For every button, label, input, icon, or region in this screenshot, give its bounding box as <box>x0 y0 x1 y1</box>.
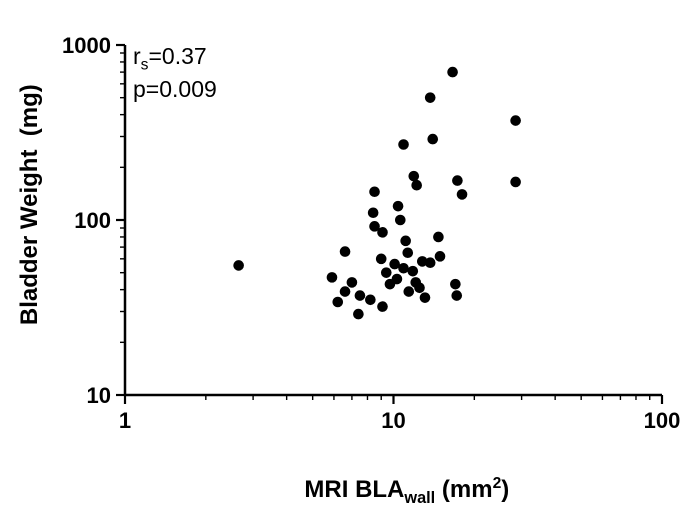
data-point <box>233 260 244 271</box>
data-point <box>427 133 439 145</box>
r-label: r <box>133 43 141 69</box>
data-point <box>451 290 463 301</box>
spearman-r-value: rs=0.37 <box>133 40 217 73</box>
data-point <box>424 257 436 269</box>
data-point <box>433 231 444 243</box>
data-point <box>400 235 411 247</box>
data-point <box>367 207 379 219</box>
data-point <box>411 179 422 191</box>
data-point <box>389 258 400 270</box>
data-point <box>369 186 380 198</box>
data-point <box>416 256 428 267</box>
x-tick-label: 1 <box>119 408 131 433</box>
data-point <box>369 221 380 232</box>
x-axis-label-main: MRI BLA <box>304 476 405 503</box>
y-tick-label: 10 <box>87 383 111 408</box>
data-point <box>456 189 468 200</box>
x-tick-label: 100 <box>644 408 681 433</box>
data-point <box>424 92 436 103</box>
x-axis-label-subscript: wall <box>404 488 436 506</box>
y-tick-label: 1000 <box>62 33 111 58</box>
data-point <box>398 262 409 274</box>
data-point <box>339 246 351 257</box>
data-point <box>375 253 387 265</box>
data-point <box>410 277 422 288</box>
data-point <box>398 139 409 150</box>
data-point <box>377 227 388 238</box>
data-point <box>380 267 392 278</box>
data-point <box>450 278 461 290</box>
data-point <box>407 265 419 277</box>
data-point <box>353 308 364 320</box>
r-subscript: s <box>140 56 149 74</box>
data-point <box>434 251 446 262</box>
y-axis-label: Bladder Weight (mg) <box>0 84 72 352</box>
stats-annotation: rs=0.37 p=0.009 <box>133 40 217 107</box>
data-point <box>447 66 458 78</box>
data-point <box>408 170 420 182</box>
data-point <box>332 296 344 308</box>
x-axis-label-unit-open: (mm <box>435 476 493 503</box>
x-axis-label: MRI BLAwall (mm2) <box>125 448 662 506</box>
data-point <box>392 200 404 212</box>
data-point <box>346 277 358 288</box>
data-point <box>377 301 388 312</box>
data-point <box>419 292 431 303</box>
data-point <box>394 214 406 226</box>
x-axis-label-superscript: 2 <box>492 475 502 492</box>
data-point <box>510 115 521 126</box>
y-axis-label-text: Bladder Weight (mg) <box>16 84 43 326</box>
data-point <box>354 290 366 301</box>
data-point <box>365 294 376 306</box>
data-point <box>403 286 415 297</box>
x-axis-label-unit-close: ) <box>501 476 510 503</box>
data-point <box>326 272 338 283</box>
x-tick-label: 10 <box>381 408 405 433</box>
r-number: =0.37 <box>148 43 207 69</box>
data-point <box>510 176 521 188</box>
data-point <box>339 286 351 297</box>
data-point <box>452 175 463 186</box>
data-point <box>391 273 403 285</box>
p-value: p=0.009 <box>133 76 217 103</box>
data-point <box>402 247 414 259</box>
y-tick-label: 100 <box>74 208 111 233</box>
